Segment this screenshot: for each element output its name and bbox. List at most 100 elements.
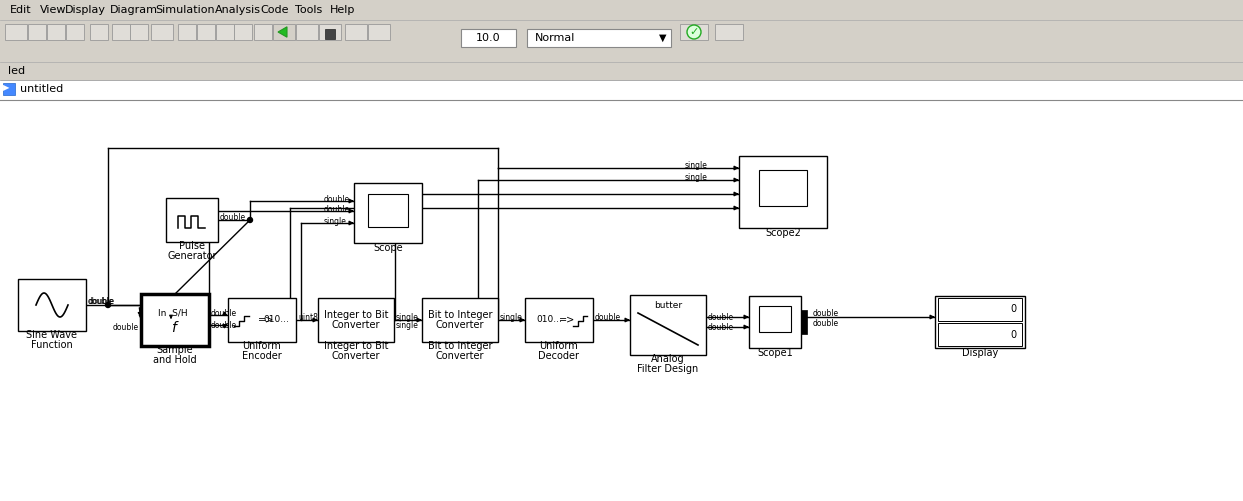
Text: double: double xyxy=(211,309,237,318)
Bar xyxy=(423,298,498,342)
Text: Pulse: Pulse xyxy=(179,241,205,251)
Text: single: single xyxy=(684,161,707,170)
Text: double: double xyxy=(220,212,246,221)
Bar xyxy=(17,279,86,331)
Bar xyxy=(461,29,516,47)
Bar xyxy=(0,62,1243,80)
Text: In  S/H: In S/H xyxy=(158,309,188,318)
Text: Integer to Bit: Integer to Bit xyxy=(323,341,388,351)
Bar xyxy=(630,295,706,355)
Text: double: double xyxy=(89,298,116,307)
Bar xyxy=(0,20,1243,62)
Text: Diagram: Diagram xyxy=(109,5,158,15)
Text: double: double xyxy=(324,204,351,213)
Text: Scope: Scope xyxy=(373,243,403,253)
Text: 10.0: 10.0 xyxy=(476,33,501,43)
Text: Sample: Sample xyxy=(157,345,194,355)
Text: Converter: Converter xyxy=(332,351,380,361)
Text: ▶: ▶ xyxy=(2,83,10,92)
Text: Generator: Generator xyxy=(168,251,216,261)
Text: double: double xyxy=(595,313,622,322)
Bar xyxy=(140,294,209,346)
Text: double: double xyxy=(709,313,735,322)
Bar xyxy=(318,298,394,342)
Bar xyxy=(758,170,807,206)
Bar xyxy=(368,193,409,226)
Text: =>: => xyxy=(257,315,275,325)
Text: Converter: Converter xyxy=(436,320,485,330)
Text: double: double xyxy=(709,323,735,332)
Bar xyxy=(938,323,1022,346)
Text: View: View xyxy=(40,5,66,15)
Text: =>: => xyxy=(559,315,576,325)
Text: Bit to Integer: Bit to Integer xyxy=(428,310,492,320)
Text: Analog: Analog xyxy=(651,354,685,364)
Text: double: double xyxy=(813,310,839,319)
Text: Scope1: Scope1 xyxy=(757,348,793,358)
Text: Help: Help xyxy=(329,5,355,15)
Text: Uniform: Uniform xyxy=(539,341,578,351)
Bar xyxy=(935,296,1025,348)
Bar xyxy=(178,24,196,40)
Bar xyxy=(216,24,234,40)
Bar xyxy=(938,298,1022,321)
Bar xyxy=(759,306,791,332)
Circle shape xyxy=(106,303,111,308)
Bar xyxy=(346,24,367,40)
Text: Analysis: Analysis xyxy=(215,5,261,15)
Bar xyxy=(150,24,173,40)
Text: Edit: Edit xyxy=(10,5,31,15)
Bar xyxy=(234,24,252,40)
Text: $f$: $f$ xyxy=(170,320,179,335)
Bar xyxy=(800,310,807,334)
Text: Tools: Tools xyxy=(295,5,322,15)
Bar xyxy=(196,24,215,40)
Text: double: double xyxy=(113,323,139,332)
Text: uint8: uint8 xyxy=(298,313,318,322)
Bar xyxy=(296,24,318,40)
Text: 010...: 010... xyxy=(536,316,562,325)
Text: Simulation: Simulation xyxy=(155,5,215,15)
Text: single: single xyxy=(324,216,347,225)
Text: double: double xyxy=(88,298,114,307)
Text: 0: 0 xyxy=(1011,330,1017,340)
Bar xyxy=(0,80,1243,100)
Bar xyxy=(131,24,148,40)
Bar xyxy=(167,198,218,242)
Text: Integer to Bit: Integer to Bit xyxy=(323,310,388,320)
Text: ▼: ▼ xyxy=(659,33,666,43)
Bar xyxy=(319,24,341,40)
Bar xyxy=(273,24,295,40)
Text: Normal: Normal xyxy=(534,33,576,43)
Bar xyxy=(525,298,593,342)
Bar xyxy=(715,24,743,40)
Text: double: double xyxy=(211,322,237,331)
Text: led: led xyxy=(7,66,25,76)
Text: Filter Design: Filter Design xyxy=(638,364,699,374)
Bar xyxy=(112,24,131,40)
Text: 010...: 010... xyxy=(264,316,288,325)
Bar xyxy=(324,29,336,39)
Bar xyxy=(254,24,272,40)
Text: Sine Wave: Sine Wave xyxy=(26,330,77,340)
Text: single: single xyxy=(500,313,523,322)
Text: single: single xyxy=(684,173,707,182)
Bar xyxy=(5,24,27,40)
Text: Function: Function xyxy=(31,340,73,350)
Text: and Hold: and Hold xyxy=(153,355,196,365)
Bar xyxy=(0,0,1243,20)
Text: Bit to Integer: Bit to Integer xyxy=(428,341,492,351)
Bar xyxy=(527,29,671,47)
Text: Display: Display xyxy=(962,348,998,358)
Text: ✓: ✓ xyxy=(690,27,699,37)
Text: Encoder: Encoder xyxy=(242,351,282,361)
Bar xyxy=(29,24,46,40)
Bar xyxy=(47,24,65,40)
Circle shape xyxy=(247,217,252,222)
Bar xyxy=(66,24,85,40)
Bar xyxy=(740,156,827,228)
Bar xyxy=(354,183,423,243)
Bar xyxy=(750,296,800,348)
Text: double: double xyxy=(324,194,351,203)
Text: single: single xyxy=(397,313,419,322)
